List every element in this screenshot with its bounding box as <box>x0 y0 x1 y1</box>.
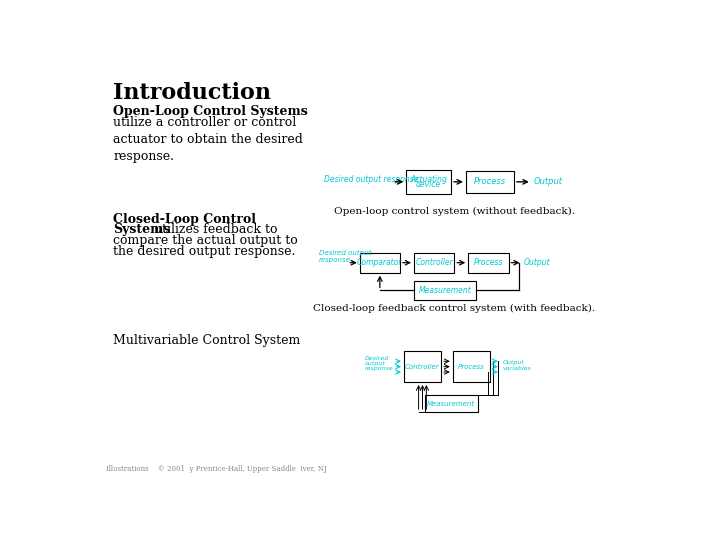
Text: output: output <box>364 361 385 366</box>
Bar <box>468 253 508 273</box>
Text: compare the actual output to: compare the actual output to <box>113 234 298 247</box>
Text: Measurement: Measurement <box>418 286 472 295</box>
Text: Output: Output <box>503 360 524 365</box>
Text: Open-Loop Control Systems: Open-Loop Control Systems <box>113 105 308 118</box>
Bar <box>453 351 490 382</box>
Text: variables: variables <box>503 366 531 370</box>
Text: Closed-Loop Control: Closed-Loop Control <box>113 213 256 226</box>
Bar <box>414 253 454 273</box>
Text: device: device <box>416 180 441 190</box>
Text: Desired output response: Desired output response <box>324 175 418 184</box>
Bar <box>414 281 476 300</box>
Text: Open-loop control system (without feedback).: Open-loop control system (without feedba… <box>334 206 575 215</box>
Text: Multivariable Control System: Multivariable Control System <box>113 334 300 347</box>
Text: Illustrations    © 2001  y Prentice-Hall, Upper Saddle  iver, NJ: Illustrations © 2001 y Prentice-Hall, Up… <box>106 465 326 473</box>
Text: Comparator: Comparator <box>357 258 402 267</box>
Text: response: response <box>364 366 393 370</box>
Bar <box>425 395 477 412</box>
Text: utilize a controller or control
actuator to obtain the desired
response.: utilize a controller or control actuator… <box>113 116 303 163</box>
Bar <box>404 351 441 382</box>
Bar <box>360 253 400 273</box>
Text: Systems: Systems <box>113 224 171 237</box>
Text: utilizes feedback to: utilizes feedback to <box>150 224 278 237</box>
Text: Actuating: Actuating <box>410 175 447 184</box>
Text: Desired: Desired <box>364 356 389 361</box>
Text: Output: Output <box>534 177 562 186</box>
Text: Closed-loop feedback control system (with feedback).: Closed-loop feedback control system (wit… <box>313 304 595 313</box>
Text: Desired output
response: Desired output response <box>319 249 371 264</box>
Text: Introduction: Introduction <box>113 82 271 104</box>
Text: Process: Process <box>458 363 485 370</box>
Text: Output: Output <box>524 258 551 267</box>
Bar <box>406 170 451 194</box>
Text: Measurement: Measurement <box>427 401 475 407</box>
Text: Controller: Controller <box>415 258 453 267</box>
Text: Process: Process <box>474 258 503 267</box>
Text: the desired output response.: the desired output response. <box>113 245 296 258</box>
Text: Process: Process <box>474 177 506 186</box>
Bar <box>466 171 514 193</box>
Text: Controller: Controller <box>405 363 440 370</box>
